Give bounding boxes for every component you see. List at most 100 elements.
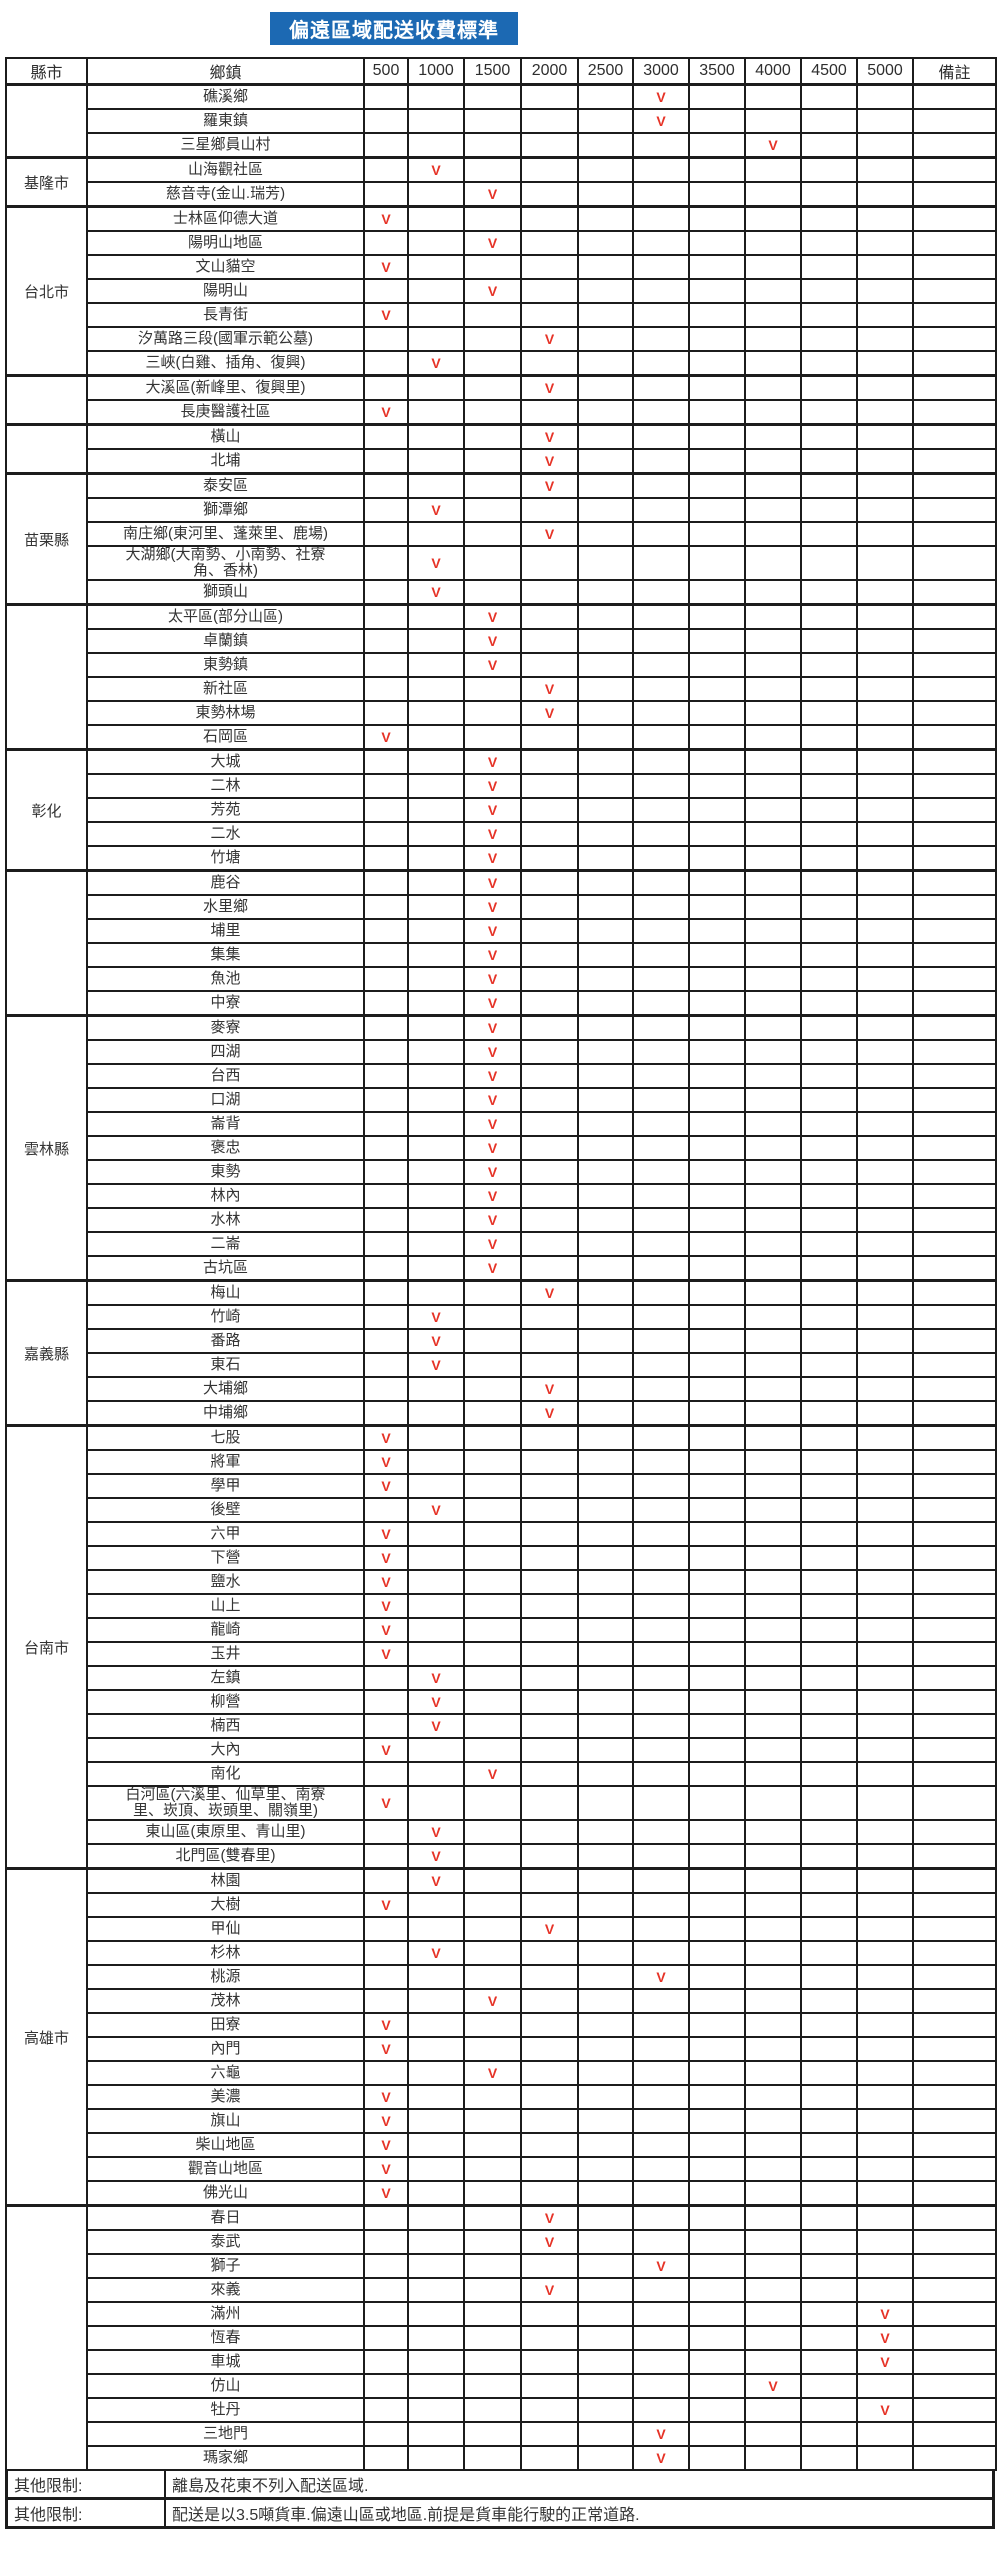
town-cell: 文山貓空: [86, 254, 365, 280]
fee-cell-4000: [744, 230, 802, 256]
check-mark: V: [431, 583, 441, 600]
fee-cell-500: [363, 181, 409, 208]
note-cell: [912, 966, 997, 992]
fee-cell-3000: [632, 521, 690, 547]
fee-cell-1500: [463, 1473, 522, 1499]
check-mark: V: [431, 501, 441, 518]
table-row: 慈音寺(金山.瑞芳) V: [6, 181, 997, 208]
fee-cell-4500: [800, 1111, 858, 1137]
town-cell: 泰安區: [86, 472, 365, 499]
fee-cell-4500: [800, 1014, 858, 1041]
fee-cell-3000: [632, 2277, 690, 2303]
fee-cell-4000: [744, 2204, 802, 2231]
table-row: 石岡區 V: [6, 724, 997, 751]
note-cell: [912, 1135, 997, 1161]
fee-cell-3500: [688, 1521, 746, 1547]
fee-cell-2500: [577, 1063, 634, 1089]
fee-cell-4000: [744, 1449, 802, 1475]
fee-cell-1000: [407, 1761, 465, 1787]
fee-cell-3500: [688, 1111, 746, 1137]
note-cell: [912, 1400, 997, 1427]
check-mark: V: [381, 2016, 391, 2033]
fee-cell-4500: [800, 1665, 858, 1691]
fee-cell-4000: [744, 1159, 802, 1185]
fee-cell-3000: [632, 1497, 690, 1523]
note-cell: [912, 2108, 997, 2134]
fee-cell-1000: [407, 374, 465, 401]
fee-cell-2000: [520, 652, 579, 678]
fee-cell-4000: [744, 1111, 802, 1137]
fee-cell-500: [363, 497, 409, 523]
county-cell: 台北市: [5, 205, 88, 377]
fee-cell-2500: [577, 724, 634, 751]
check-mark: V: [431, 1501, 441, 1518]
town-cell: 仿山: [86, 2373, 365, 2399]
fee-cell-1500: V: [463, 1135, 522, 1161]
fee-cell-3500: [688, 724, 746, 751]
fee-cell-1500: V: [463, 748, 522, 775]
fee-cell-2500: [577, 2277, 634, 2303]
fee-cell-1000: [407, 2204, 465, 2231]
fee-cell-2500: [577, 676, 634, 702]
fee-cell-3000: [632, 918, 690, 944]
fee-cell-4000: [744, 1819, 802, 1845]
fee-cell-500: V: [363, 1473, 409, 1499]
fee-cell-500: V: [363, 1449, 409, 1475]
fee-cell-3500: [688, 1964, 746, 1990]
fee-cell-2000: [520, 918, 579, 944]
fee-cell-1000: [407, 2012, 465, 2038]
note-cell: [912, 1328, 997, 1354]
fee-cell-500: [363, 797, 409, 823]
fee-cell-1000: [407, 2253, 465, 2279]
town-cell: 二崙: [86, 1231, 365, 1257]
fee-cell-4500: [800, 942, 858, 968]
fee-cell-4000: [744, 845, 802, 872]
table-row: 林內 V: [6, 1183, 997, 1209]
fee-cell-3000: [632, 2012, 690, 2038]
check-mark: V: [880, 2305, 890, 2322]
fee-cell-4500: [800, 132, 858, 159]
fee-cell-1500: V: [463, 652, 522, 678]
fee-cell-2500: [577, 1940, 634, 1966]
fee-cell-1000: [407, 1039, 465, 1065]
fee-cell-3000: [632, 603, 690, 630]
fee-cell-2500: [577, 326, 634, 352]
town-cell: 四湖: [86, 1039, 365, 1065]
county-cell: 嘉義縣: [5, 1279, 88, 1427]
fee-cell-5000: [856, 1497, 914, 1523]
fee-cell-3000: V: [632, 1964, 690, 1990]
fee-cell-2500: [577, 1665, 634, 1691]
fee-cell-3500: [688, 845, 746, 872]
fee-cell-4500: [800, 966, 858, 992]
fee-cell-4500: [800, 83, 858, 110]
fee-cell-3500: [688, 2156, 746, 2182]
note-cell: [912, 2036, 997, 2062]
fee-cell-5000: [856, 254, 914, 280]
fee-cell-3000: [632, 2180, 690, 2207]
fee-cell-5000: [856, 1665, 914, 1691]
fee-cell-2500: [577, 1376, 634, 1402]
fee-cell-5000: [856, 700, 914, 726]
table-row: 東勢林場 V: [6, 700, 997, 726]
fee-cell-1000: V: [407, 1843, 465, 1870]
fee-cell-3500: [688, 1593, 746, 1619]
fee-cell-4000: [744, 1014, 802, 1041]
fee-cell-5000: [856, 1328, 914, 1354]
fee-cell-2000: [520, 990, 579, 1017]
fee-cell-1500: [463, 545, 522, 581]
fee-cell-1500: [463, 1449, 522, 1475]
fee-cell-1000: [407, 302, 465, 328]
fee-cell-2500: [577, 773, 634, 799]
fee-cell-4500: [800, 869, 858, 896]
fee-cell-1500: [463, 1867, 522, 1894]
fee-cell-500: [363, 1304, 409, 1330]
check-mark: V: [381, 2088, 391, 2105]
fee-cell-1500: [463, 1819, 522, 1845]
county-cell: 苗栗縣: [5, 472, 88, 606]
fee-cell-1000: [407, 2084, 465, 2110]
county-cell: [5, 603, 88, 751]
town-cell: 崙背: [86, 1111, 365, 1137]
fee-cell-500: [363, 869, 409, 896]
fee-cell-5000: [856, 1014, 914, 1041]
fee-cell-2000: [520, 2084, 579, 2110]
